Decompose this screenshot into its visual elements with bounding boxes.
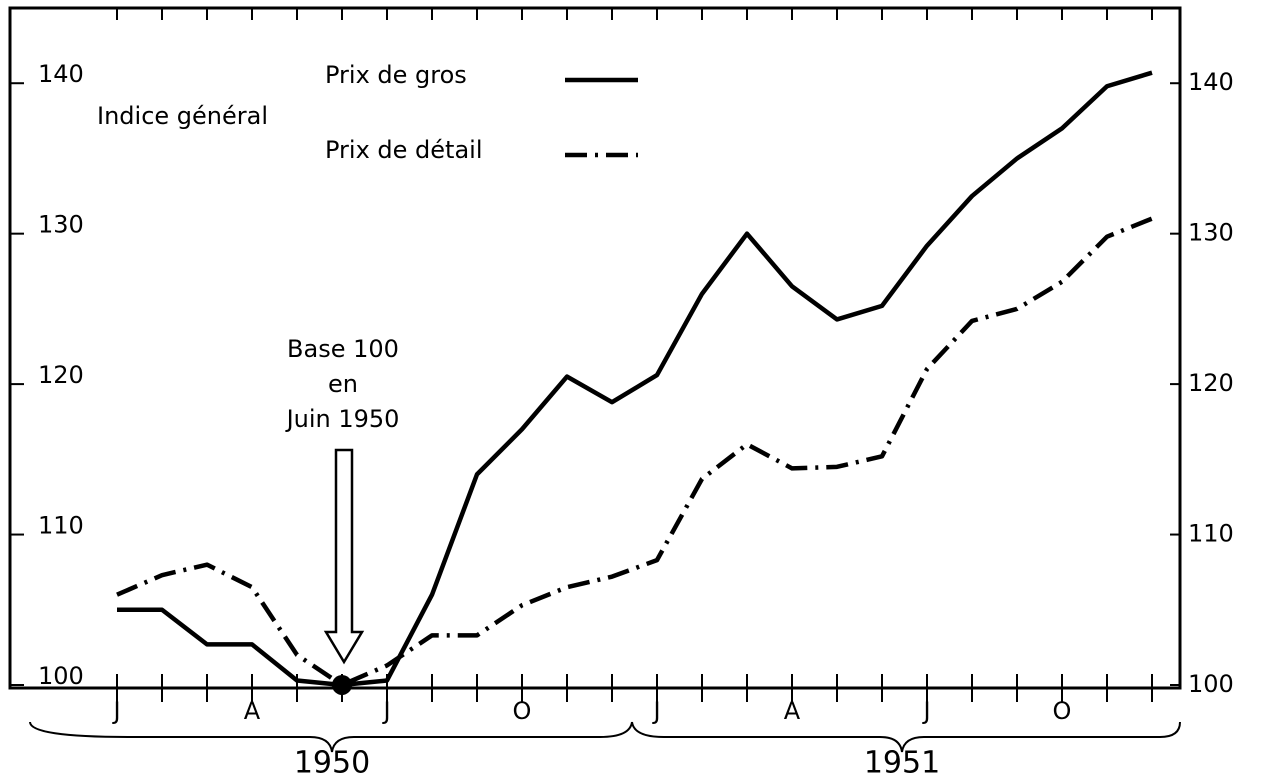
x-tick-label: J — [381, 697, 390, 725]
series-line — [117, 70, 1153, 688]
series-line — [116, 216, 1153, 688]
year-label: 1951 — [864, 746, 940, 778]
annotation: Juin 1950 — [285, 405, 400, 433]
arrow — [323, 448, 365, 665]
annotation: en — [328, 370, 358, 398]
x-tick-label: J — [111, 697, 120, 725]
y2-tick-label: 120 — [1188, 369, 1234, 397]
x-tick-label: J — [651, 697, 660, 725]
y-tick-label: 110 — [38, 512, 84, 540]
legend-label: Prix de détail — [325, 136, 483, 164]
base-point — [332, 674, 352, 695]
x-tick-label: A — [784, 697, 801, 725]
y-axis-label: Indice général — [97, 102, 268, 130]
year-brace — [29, 721, 633, 753]
legend-label: Prix de gros — [325, 61, 467, 89]
x-tick-label: A — [244, 697, 261, 725]
y2-tick-label: 130 — [1188, 219, 1234, 247]
y-tick-label: 120 — [38, 361, 84, 389]
x-tick-label: O — [513, 697, 532, 725]
y-tick-label: 100 — [38, 662, 84, 690]
y-tick-label: 130 — [38, 211, 84, 239]
y2-tick-label: 110 — [1188, 520, 1234, 548]
y2-tick-label: 140 — [1188, 68, 1234, 96]
year-brace — [631, 721, 1181, 753]
plot-frame — [8, 6, 1182, 690]
year-label: 1950 — [294, 746, 370, 778]
x-tick-label: O — [1053, 697, 1072, 725]
y-tick-label: 140 — [38, 60, 84, 88]
x-tick-label: J — [921, 697, 930, 725]
y2-tick-label: 100 — [1188, 670, 1234, 698]
annotation: Base 100 — [287, 335, 399, 363]
